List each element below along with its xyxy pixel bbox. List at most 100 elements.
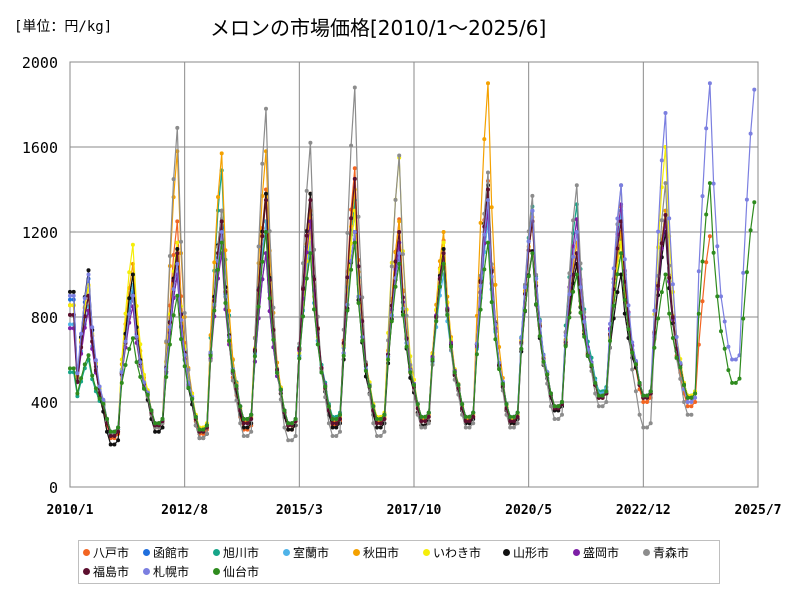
data-point xyxy=(386,357,391,362)
data-point xyxy=(330,421,335,426)
data-point xyxy=(175,261,180,266)
data-point xyxy=(134,334,139,339)
data-point xyxy=(641,425,646,430)
data-point xyxy=(608,338,612,343)
data-point xyxy=(693,391,698,396)
data-point xyxy=(560,400,564,404)
data-point xyxy=(685,404,690,409)
data-point xyxy=(600,404,605,409)
legend-label: 盛岡市 xyxy=(583,546,620,560)
data-point xyxy=(696,311,701,316)
data-point xyxy=(93,386,98,391)
data-point xyxy=(352,85,357,90)
legend-marker xyxy=(213,549,220,556)
legend-label: 札幌市 xyxy=(153,565,190,579)
data-point xyxy=(219,208,224,213)
data-point xyxy=(79,331,84,336)
data-point xyxy=(437,284,442,289)
data-point xyxy=(423,425,428,430)
data-point xyxy=(593,380,598,385)
data-point xyxy=(315,342,320,347)
data-point xyxy=(449,344,453,349)
data-point xyxy=(463,419,468,424)
data-point xyxy=(212,308,217,313)
data-point xyxy=(441,251,446,256)
data-point xyxy=(82,314,87,319)
data-point xyxy=(153,421,158,426)
data-point xyxy=(423,419,428,424)
data-point xyxy=(171,287,176,292)
data-point xyxy=(397,251,402,256)
data-point xyxy=(641,393,646,398)
legend-label: 福島市 xyxy=(93,565,130,579)
data-point xyxy=(578,285,583,290)
data-point xyxy=(656,316,661,321)
data-point xyxy=(486,198,490,203)
data-point xyxy=(656,229,661,234)
data-point xyxy=(352,240,357,245)
data-point xyxy=(341,353,346,358)
data-point xyxy=(304,276,309,281)
data-point xyxy=(486,81,490,86)
data-point xyxy=(245,417,250,421)
data-point xyxy=(382,417,387,421)
data-point xyxy=(245,425,250,430)
data-point xyxy=(112,434,117,438)
data-point xyxy=(748,228,753,233)
y-tick-label: 2000 xyxy=(22,54,58,72)
data-point xyxy=(574,183,579,188)
data-point xyxy=(715,294,720,299)
x-tick-label: 2020/5 xyxy=(505,503,552,518)
data-point xyxy=(356,214,361,219)
data-point xyxy=(245,434,250,438)
data-point xyxy=(737,376,742,381)
data-point xyxy=(241,421,246,426)
data-point xyxy=(633,362,638,367)
chart-title: メロンの市場価格[2010/1～2025/6] xyxy=(210,16,547,40)
data-point xyxy=(282,425,287,430)
unit-label: [単位：円/kg] xyxy=(14,19,113,35)
data-point xyxy=(68,326,72,331)
data-point xyxy=(471,414,476,419)
data-point xyxy=(175,247,180,251)
data-point xyxy=(582,334,587,339)
data-point xyxy=(659,241,664,246)
data-point xyxy=(711,250,716,255)
data-point xyxy=(160,425,165,430)
data-point xyxy=(105,417,109,421)
data-point xyxy=(75,391,80,396)
data-point xyxy=(493,282,498,287)
data-point xyxy=(134,360,139,365)
data-point xyxy=(637,412,642,417)
data-point xyxy=(523,285,527,290)
data-point xyxy=(264,106,268,111)
legend-marker xyxy=(643,549,650,556)
data-point xyxy=(471,421,476,426)
data-point xyxy=(349,216,354,221)
data-point xyxy=(260,234,265,239)
data-point xyxy=(204,431,209,436)
data-point xyxy=(241,425,246,430)
data-point xyxy=(201,436,206,441)
data-point xyxy=(375,434,379,438)
data-point xyxy=(641,400,646,404)
data-point xyxy=(515,410,520,415)
data-point xyxy=(659,158,664,163)
data-point xyxy=(267,229,272,234)
series-line xyxy=(70,183,755,433)
data-point xyxy=(704,212,709,217)
data-point xyxy=(397,261,402,266)
data-point xyxy=(260,259,265,264)
data-point xyxy=(156,421,161,426)
data-point xyxy=(119,370,124,375)
data-point xyxy=(685,400,690,404)
legend-label: 仙台市 xyxy=(223,565,260,579)
data-point xyxy=(567,292,572,297)
data-point xyxy=(615,216,620,221)
data-point xyxy=(430,357,435,362)
data-point xyxy=(419,425,424,430)
data-point xyxy=(156,429,161,434)
data-point xyxy=(363,368,368,373)
data-point xyxy=(68,312,72,317)
data-point xyxy=(389,319,394,324)
